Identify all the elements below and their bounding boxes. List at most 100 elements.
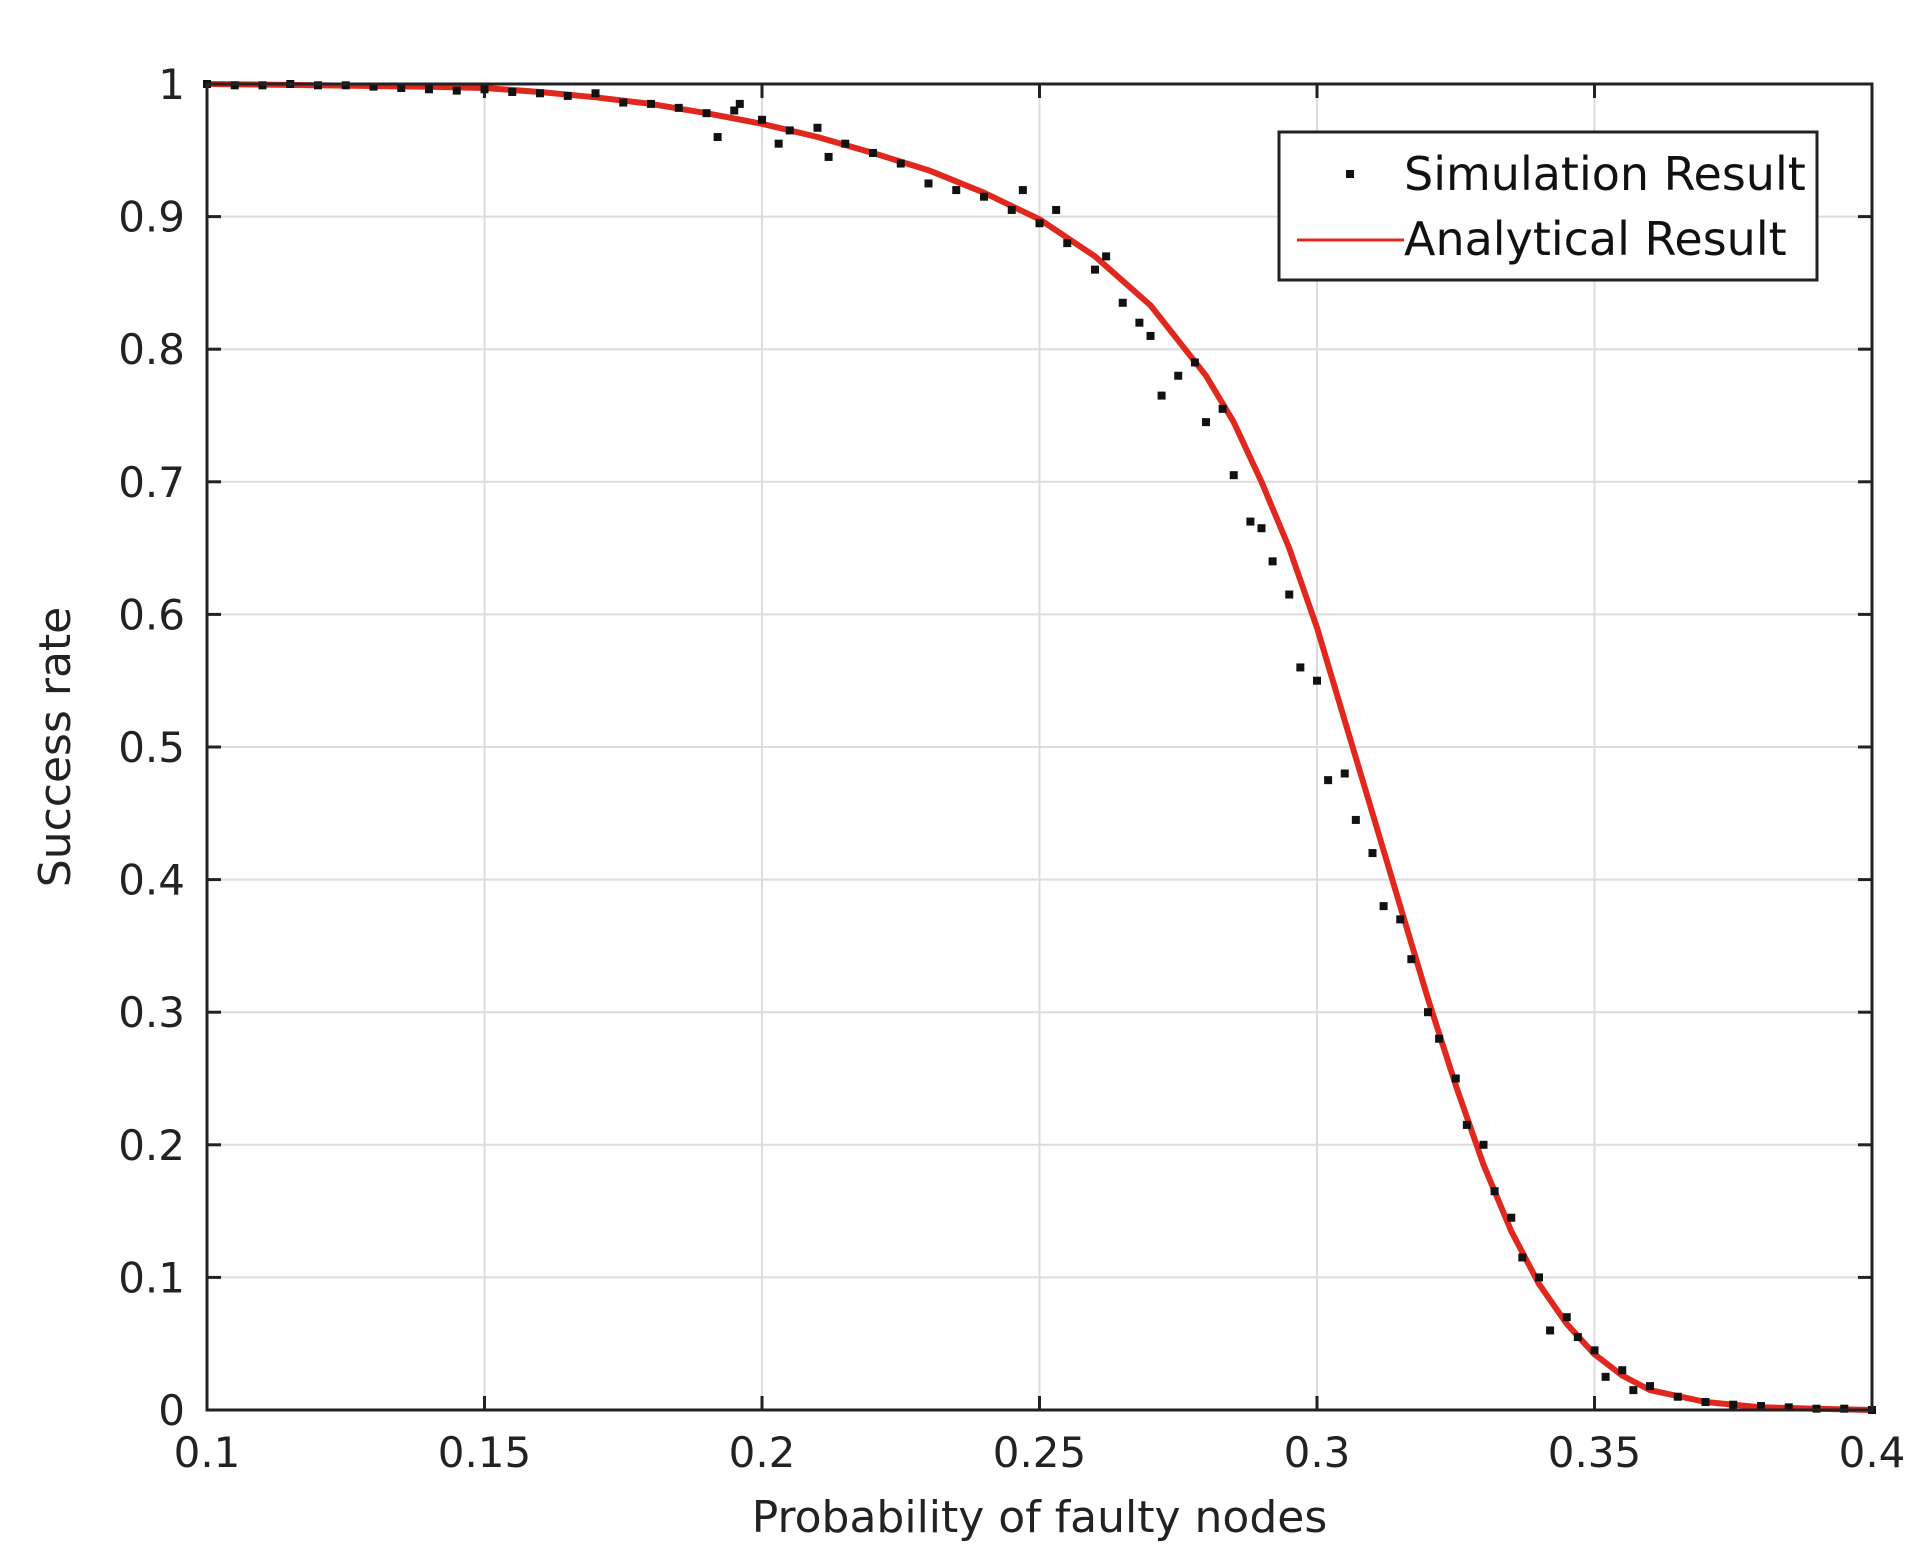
simulation-point — [1313, 676, 1321, 685]
simulation-point — [480, 85, 489, 94]
simulation-point — [924, 179, 933, 188]
simulation-point — [1146, 331, 1155, 340]
simulation-point — [735, 99, 744, 108]
legend-box — [1277, 130, 1819, 282]
simulation-point — [647, 99, 655, 108]
simulation-point — [896, 159, 905, 168]
y-tick-label: 0.6 — [118, 590, 185, 639]
simulation-point — [1091, 265, 1099, 274]
simulation-point — [1601, 1372, 1610, 1381]
simulation-point — [1424, 1008, 1432, 1017]
simulation-point — [1257, 524, 1266, 533]
simulation-point — [1462, 1120, 1471, 1129]
simulation-point — [1590, 1346, 1599, 1355]
simulation-point — [1340, 769, 1349, 778]
simulation-point — [952, 186, 961, 195]
simulation-point — [1451, 1074, 1460, 1083]
simulation-point — [1351, 815, 1360, 824]
y-tick-label: 0.2 — [118, 1121, 185, 1170]
x-tick-label: 0.35 — [1548, 1428, 1642, 1477]
simulation-point — [824, 152, 833, 161]
simulation-point — [369, 82, 378, 91]
y-tick-label: 0.3 — [118, 988, 185, 1037]
simulation-point — [785, 126, 794, 135]
y-axis-label: Success rate — [30, 607, 81, 887]
y-tick-label: 1 — [158, 60, 185, 109]
y-tick-label: 0.5 — [118, 723, 185, 772]
legend-analytical-label: Analytical Result — [1404, 212, 1787, 266]
simulation-point — [774, 139, 783, 148]
simulation-point — [425, 85, 433, 94]
simulation-point — [1202, 418, 1210, 427]
simulation-point — [841, 139, 850, 148]
simulation-point — [674, 103, 683, 112]
simulation-point — [813, 123, 822, 132]
legend-simulation-point — [1346, 170, 1354, 178]
x-tick-label: 0.25 — [993, 1428, 1087, 1477]
simulation-point — [1135, 318, 1144, 327]
simulation-point — [1052, 205, 1061, 214]
x-tick-label: 0.2 — [729, 1428, 796, 1477]
y-tick-label: 0.8 — [118, 325, 185, 374]
x-tick-label: 0.15 — [438, 1428, 532, 1477]
simulation-point — [1118, 298, 1127, 307]
y-tick-label: 0 — [158, 1386, 185, 1435]
simulation-point — [1379, 902, 1388, 911]
simulation-point — [1546, 1326, 1555, 1335]
x-tick-label: 0.4 — [1839, 1428, 1906, 1477]
simulation-point — [1407, 955, 1416, 964]
simulation-point — [1246, 517, 1255, 526]
simulation-point — [1573, 1333, 1582, 1342]
y-tick-label: 0.1 — [118, 1253, 185, 1302]
simulation-point — [758, 115, 766, 124]
simulation-point — [980, 192, 988, 201]
simulation-point — [1729, 1400, 1738, 1409]
simulation-point — [1018, 186, 1027, 195]
simulation-point — [1368, 849, 1377, 858]
legend-simulation-marker — [1346, 170, 1354, 178]
simulation-point — [1007, 205, 1016, 214]
simulation-point — [1190, 358, 1199, 367]
simulation-point — [508, 87, 517, 96]
legend: Simulation Result Analytical Result — [1277, 130, 1819, 282]
simulation-point — [591, 89, 600, 98]
x-tick-label: 0.1 — [174, 1428, 241, 1477]
y-tick-label: 0.7 — [118, 458, 185, 507]
simulation-point — [397, 83, 406, 92]
simulation-point — [1490, 1187, 1499, 1196]
simulation-point — [563, 91, 572, 100]
simulation-point — [1157, 391, 1166, 400]
simulation-point — [619, 98, 628, 107]
simulation-point — [1479, 1140, 1488, 1149]
y-tick-label: 0.9 — [118, 193, 185, 242]
simulation-point — [1618, 1366, 1627, 1375]
simulation-point — [1701, 1398, 1710, 1407]
plot-frame — [205, 82, 1874, 1412]
simulation-series — [203, 80, 1876, 1414]
simulation-point — [1757, 1402, 1765, 1411]
simulation-point — [1629, 1386, 1638, 1395]
simulation-point — [1102, 252, 1111, 261]
x-tick-label: 0.3 — [1284, 1428, 1351, 1477]
simulation-point — [869, 148, 877, 157]
simulation-point — [1296, 663, 1305, 672]
simulation-point — [1518, 1253, 1527, 1262]
simulation-point — [1324, 776, 1333, 785]
tick-labels: 0.1 0.15 0.2 0.25 0.3 0.35 0.400.10.20.30.40.5… — [118, 60, 1905, 1477]
y-tick-label: 0.4 — [118, 856, 185, 905]
simulation-point — [1562, 1313, 1571, 1322]
simulation-point — [1268, 557, 1277, 566]
simulation-point — [536, 89, 544, 98]
simulation-point — [1646, 1382, 1654, 1391]
simulation-point — [1535, 1273, 1543, 1282]
simulation-point — [1673, 1392, 1682, 1401]
simulation-point — [1229, 471, 1238, 480]
simulation-point — [730, 106, 739, 115]
x-axis-label: Probability of faulty nodes — [752, 1492, 1328, 1543]
simulation-point — [1174, 371, 1183, 380]
simulation-point — [1784, 1403, 1793, 1412]
simulation-point — [1285, 590, 1294, 599]
simulation-point — [452, 86, 461, 95]
simulation-point — [1218, 404, 1227, 413]
